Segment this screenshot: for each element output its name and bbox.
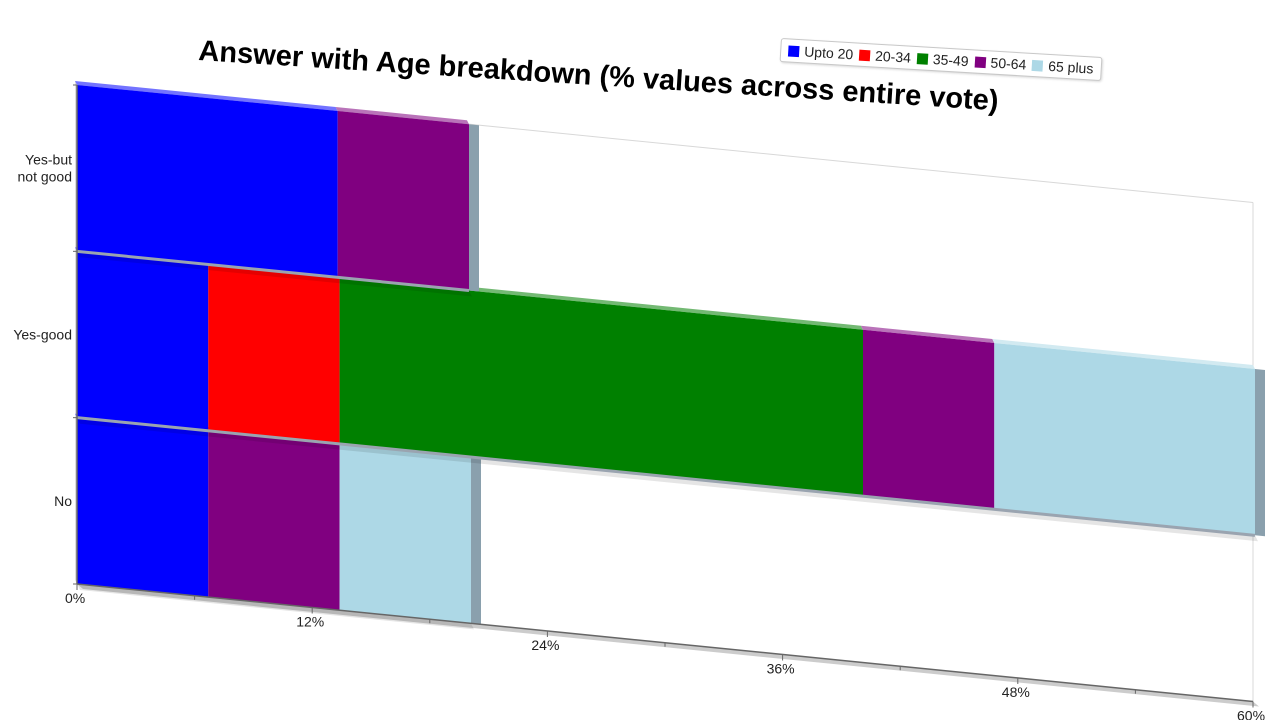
bar-segment	[994, 343, 1255, 536]
bar-segment	[77, 251, 209, 431]
bar-segment	[337, 111, 469, 291]
legend-item: 20-34	[858, 47, 912, 66]
legend-swatch-50-64	[974, 56, 986, 68]
bar-segment	[208, 430, 340, 611]
x-tick-label: 36%	[767, 660, 795, 676]
x-tick-label: 60%	[1237, 707, 1265, 720]
y-category-label: No	[54, 493, 72, 509]
legend-item: 65 plus	[1032, 57, 1094, 77]
legend-label: Upto 20	[803, 43, 854, 63]
bar-segment-top	[335, 107, 469, 125]
bar-segment	[77, 85, 338, 278]
y-category-label: not good	[18, 169, 73, 185]
bar-segment	[77, 417, 209, 598]
legend-item: Upto 20	[787, 42, 854, 63]
chart-bars	[75, 81, 1265, 630]
bar-side-face	[471, 457, 481, 625]
y-category-label: Yes-good	[13, 327, 72, 343]
legend-swatch-20-34	[858, 49, 871, 61]
y-category-label: Yes-but	[25, 152, 72, 168]
bar-segment-top	[861, 325, 995, 343]
chart-axes	[73, 84, 1256, 708]
bar-segment	[208, 264, 340, 444]
legend-label: 20-34	[874, 47, 912, 66]
bar-segment	[339, 277, 864, 497]
bar-segment-top	[75, 81, 338, 111]
legend-label: 50-64	[990, 54, 1027, 73]
x-tick-label: 24%	[531, 637, 559, 653]
legend-swatch-upto-20	[787, 44, 800, 57]
bar-side-face	[469, 124, 479, 292]
bar-shadow	[77, 584, 474, 630]
legend-label: 65 plus	[1047, 57, 1094, 77]
x-tick-label: 12%	[296, 613, 324, 629]
row-separator	[76, 249, 470, 292]
legend-swatch-35-49	[916, 52, 929, 65]
row-separator	[76, 416, 1256, 537]
legend-swatch-65-plus	[1032, 59, 1044, 72]
legend-item: 35-49	[916, 50, 969, 69]
bar-segment-top	[992, 339, 1255, 369]
bar-segment	[863, 329, 995, 510]
bar-segment	[339, 443, 471, 624]
floor-shadow	[77, 584, 1259, 707]
bar-side-face	[1255, 369, 1265, 537]
x-tick-label: 0%	[65, 590, 85, 606]
legend-label: 35-49	[932, 51, 970, 70]
x-tick-label: 48%	[1002, 684, 1030, 700]
legend-item: 50-64	[974, 54, 1027, 73]
